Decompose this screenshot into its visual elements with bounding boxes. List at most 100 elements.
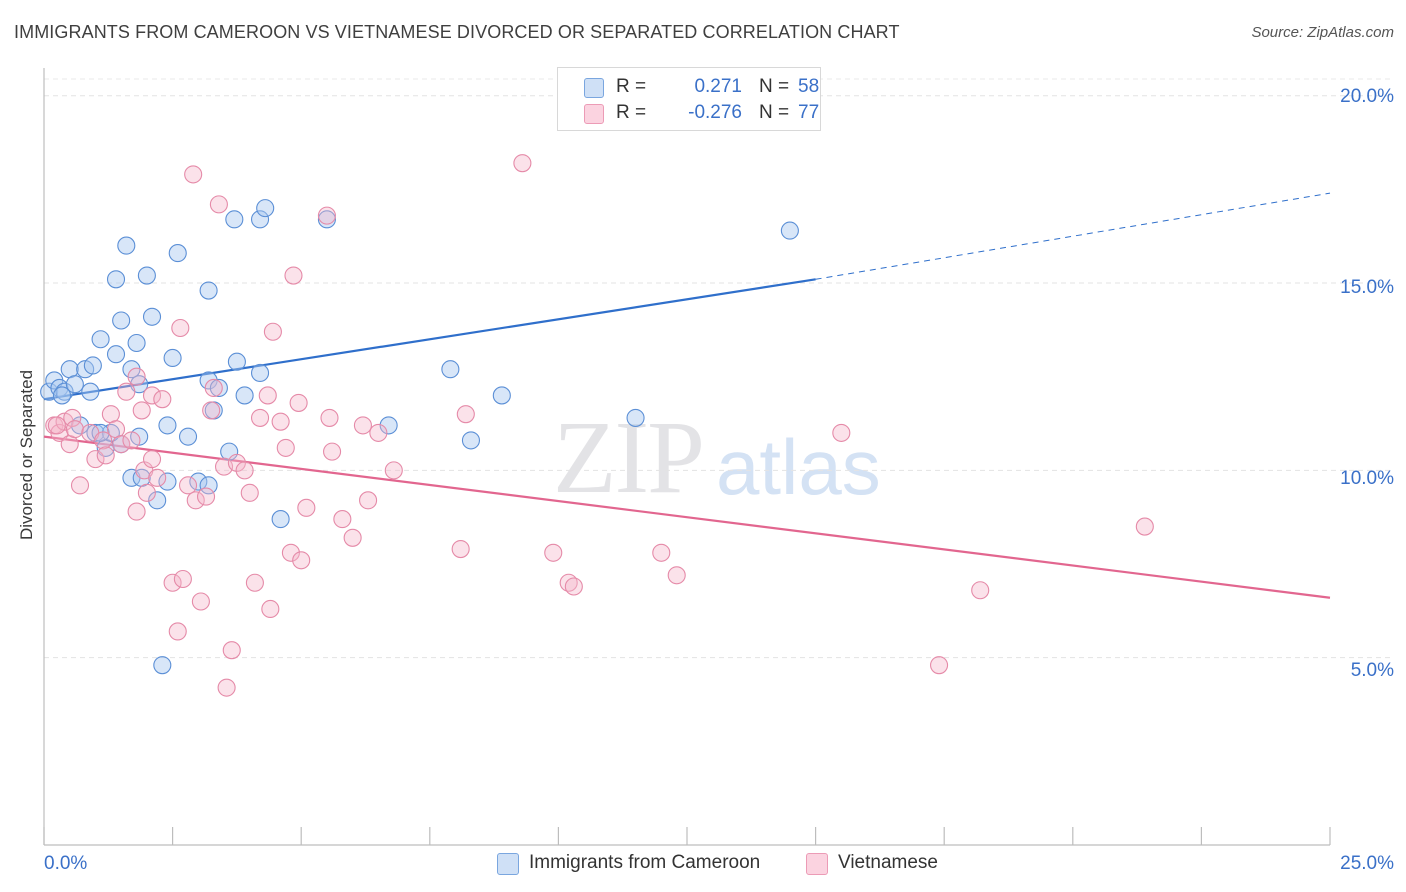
data-point-vietnamese bbox=[289, 393, 308, 412]
legend-n-label: N = bbox=[759, 76, 790, 97]
legend-label-vietnamese: Vietnamese bbox=[838, 852, 938, 873]
data-point-cameroon bbox=[142, 307, 162, 326]
data-point-cameroon bbox=[178, 427, 198, 446]
data-point-cameroon bbox=[780, 221, 799, 240]
data-point-cameroon bbox=[317, 210, 336, 229]
legend-r-value: 0.271 bbox=[694, 76, 742, 97]
data-point-vietnamese bbox=[369, 423, 388, 442]
data-point-vietnamese bbox=[343, 528, 362, 547]
data-point-vietnamese bbox=[94, 431, 113, 450]
data-point-cameroon bbox=[250, 210, 270, 229]
data-point-cameroon bbox=[492, 386, 511, 405]
data-point-vietnamese bbox=[245, 573, 264, 592]
data-point-vietnamese bbox=[47, 416, 66, 435]
data-point-vietnamese bbox=[106, 420, 126, 439]
data-point-cameroon bbox=[189, 472, 208, 491]
data-point-cameroon bbox=[626, 408, 645, 427]
data-point-vietnamese bbox=[178, 476, 198, 495]
data-point-cameroon bbox=[163, 348, 182, 368]
data-point-cameroon bbox=[86, 423, 105, 442]
data-point-vietnamese bbox=[456, 405, 475, 424]
data-point-vietnamese bbox=[250, 408, 270, 427]
data-point-vietnamese bbox=[153, 390, 172, 409]
data-point-vietnamese bbox=[142, 450, 162, 469]
data-point-vietnamese bbox=[171, 318, 190, 338]
data-point-vietnamese bbox=[320, 408, 339, 427]
data-point-cameroon bbox=[461, 431, 481, 450]
data-point-cameroon bbox=[153, 656, 172, 675]
y-axis-label: Divorced or Separated bbox=[17, 369, 36, 541]
data-point-vietnamese bbox=[163, 573, 182, 592]
data-point-vietnamese bbox=[667, 566, 686, 585]
data-point-vietnamese bbox=[832, 423, 851, 442]
data-point-vietnamese bbox=[132, 401, 151, 420]
data-point-vietnamese bbox=[63, 408, 82, 427]
legend-n-value: 58 bbox=[798, 76, 820, 97]
data-point-vietnamese bbox=[127, 502, 146, 521]
data-point-cameroon bbox=[52, 386, 72, 405]
data-point-vietnamese bbox=[122, 431, 141, 450]
data-point-vietnamese bbox=[112, 435, 131, 454]
data-point-vietnamese bbox=[451, 539, 470, 559]
data-point-vietnamese bbox=[258, 386, 277, 405]
data-point-vietnamese bbox=[168, 622, 187, 641]
chart-title: IMMIGRANTS FROM CAMEROON VS VIETNAMESE D… bbox=[14, 22, 900, 42]
legend-n-label: N = bbox=[759, 102, 790, 123]
y-tick-label: 20.0% bbox=[1340, 86, 1394, 107]
x-tick-label-max: 25.0% bbox=[1340, 853, 1394, 874]
series-vietnamese-points bbox=[45, 154, 1154, 697]
data-point-cameroon bbox=[81, 382, 100, 401]
data-point-vietnamese bbox=[333, 510, 352, 529]
data-point-cameroon bbox=[379, 416, 398, 435]
data-point-vietnamese bbox=[297, 498, 316, 517]
data-point-vietnamese bbox=[271, 412, 290, 431]
data-point-vietnamese bbox=[70, 476, 90, 495]
data-point-vietnamese bbox=[148, 468, 167, 487]
data-point-vietnamese bbox=[544, 543, 563, 562]
axes bbox=[43, 68, 1331, 846]
data-point-vietnamese bbox=[86, 450, 105, 469]
data-point-vietnamese bbox=[101, 405, 120, 424]
data-point-cameroon bbox=[112, 311, 131, 330]
data-point-vietnamese bbox=[191, 592, 210, 611]
data-point-cameroon bbox=[127, 333, 146, 353]
data-point-vietnamese bbox=[117, 382, 136, 401]
data-point-cameroon bbox=[158, 416, 177, 435]
data-point-cameroon bbox=[227, 352, 246, 371]
legend-swatch-pink bbox=[584, 104, 604, 124]
data-point-cameroon bbox=[271, 510, 290, 529]
data-point-cameroon bbox=[60, 360, 79, 379]
legend-r-label: R = bbox=[616, 102, 647, 123]
trend-lines bbox=[43, 192, 1331, 599]
data-point-cameroon bbox=[225, 210, 244, 229]
data-point-cameroon bbox=[65, 375, 84, 394]
data-point-cameroon bbox=[168, 244, 187, 263]
data-point-vietnamese bbox=[971, 581, 990, 600]
data-point-vietnamese bbox=[235, 461, 254, 480]
data-point-vietnamese bbox=[96, 446, 115, 465]
data-point-cameroon bbox=[91, 330, 110, 349]
legend-label-cameroon: Immigrants from Cameroon bbox=[529, 852, 761, 873]
data-point-vietnamese bbox=[261, 599, 280, 619]
data-point-cameroon bbox=[106, 270, 126, 289]
data-point-vietnamese bbox=[173, 569, 192, 589]
data-point-cameroon bbox=[235, 386, 254, 405]
trend-line-cameroon-extension bbox=[815, 192, 1331, 280]
data-point-vietnamese bbox=[222, 641, 241, 660]
data-point-vietnamese bbox=[196, 487, 216, 506]
data-point-vietnamese bbox=[930, 656, 949, 675]
data-point-cameroon bbox=[250, 363, 270, 383]
watermark-atlas: atlas bbox=[716, 423, 881, 511]
watermark-zip: ZIP bbox=[553, 400, 705, 515]
data-point-vietnamese bbox=[65, 420, 84, 439]
data-point-vietnamese bbox=[209, 195, 228, 214]
legend-r-value: -0.276 bbox=[688, 102, 742, 123]
data-point-vietnamese bbox=[353, 416, 372, 435]
data-point-vietnamese bbox=[184, 165, 203, 184]
legend-r-label: R = bbox=[616, 76, 647, 97]
correlation-legend: R = 0.271 N = 58 R = -0.276 N = 77 bbox=[557, 67, 821, 131]
legend-n-value: 77 bbox=[798, 102, 820, 123]
data-point-vietnamese bbox=[50, 423, 69, 442]
data-point-vietnamese bbox=[263, 322, 282, 341]
